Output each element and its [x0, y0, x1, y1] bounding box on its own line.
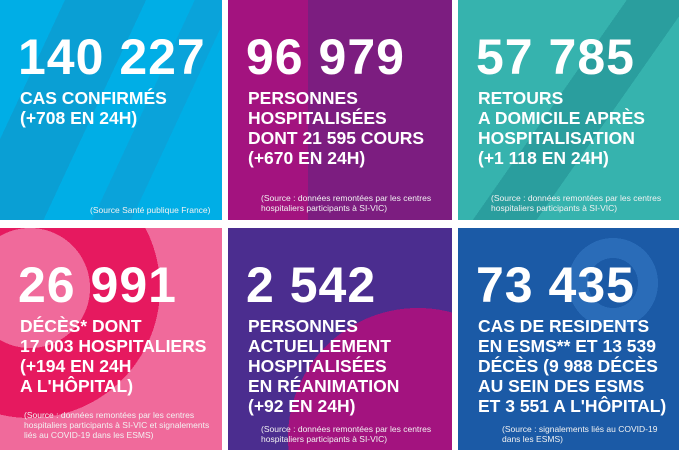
- stat-number: 26 991: [18, 257, 177, 313]
- stat-label: CAS CONFIRMÉS (+708 EN 24H): [20, 88, 167, 128]
- source-note: (Source : données remontées par les cent…: [261, 193, 432, 213]
- stat-label: DÉCÈS* DONT 17 003 HOSPITALIERS (+194 EN 2…: [20, 316, 207, 396]
- source-note: (Source Santé publique France): [90, 205, 211, 215]
- stat-number: 96 979: [246, 29, 405, 85]
- tile-icu: 2 542 PERSONNES ACTUELLEMENT HOSPITALISÉES…: [228, 228, 452, 450]
- source-note: (Source : signalements liés au COVID-19 d…: [502, 424, 658, 444]
- tile-esms: 73 435 CAS DE RESIDENTS EN ESMS** ET 13 5…: [458, 228, 679, 450]
- tile-confirmed-cases: 140 227 CAS CONFIRMÉS (+708 EN 24H) (Sour…: [0, 0, 222, 220]
- stat-number: 73 435: [476, 257, 635, 313]
- stat-label: PERSONNES ACTUELLEMENT HOSPITALISÉES EN RÉA…: [248, 316, 400, 416]
- stat-number: 140 227: [18, 29, 206, 85]
- source-note: (Source : données remontées par les cent…: [261, 424, 432, 444]
- stat-label: PERSONNES HOSPITALISÉES DONT 21 595 COURS(…: [248, 88, 425, 168]
- source-note: (Source : données remontées par les cent…: [24, 410, 210, 440]
- stat-label: RETOURS A DOMICILE APRÈS HOSPITALISATION (+…: [478, 88, 645, 168]
- source-note: (Source : données remontées par les cent…: [491, 193, 662, 213]
- tile-hospitalized: 96 979 PERSONNES HOSPITALISÉES DONT 21 595…: [228, 0, 452, 220]
- tile-deaths: 26 991 DÉCÈS* DONT 17 003 HOSPITALIERS (+1…: [0, 228, 222, 450]
- stat-number: 57 785: [476, 29, 635, 85]
- tile-home-returns: 57 785 RETOURS A DOMICILE APRÈS HOSPITALIS…: [458, 0, 679, 220]
- stat-label: CAS DE RESIDENTS EN ESMS** ET 13 539 DÉCÈS…: [478, 316, 667, 416]
- stat-number: 2 542: [246, 257, 377, 313]
